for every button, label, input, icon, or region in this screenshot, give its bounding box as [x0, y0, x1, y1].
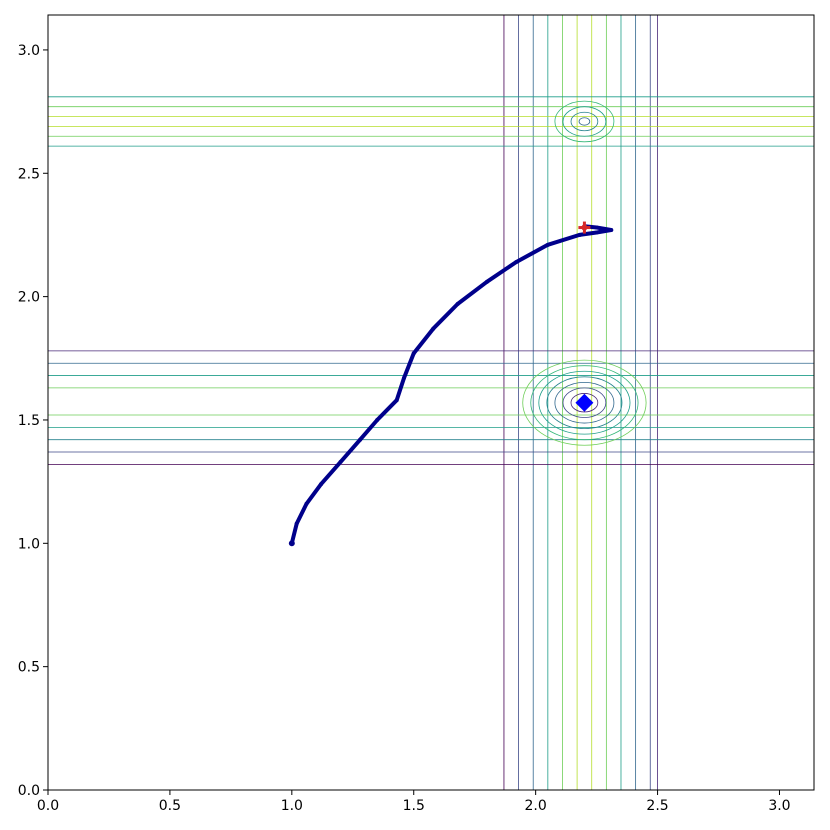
- trajectory-layer: [289, 224, 614, 546]
- trajectory-point: [401, 376, 406, 381]
- trajectory-point: [394, 398, 399, 403]
- axes-frame: [47, 14, 815, 791]
- trajectory-point: [319, 482, 324, 487]
- y-tick-label: 3.0: [18, 43, 40, 59]
- contour-ring: [562, 106, 607, 137]
- contour-ring: [570, 393, 599, 413]
- start-marker: [288, 540, 295, 547]
- contour-ring: [578, 117, 591, 126]
- trajectory-line: [289, 224, 614, 546]
- trajectory-point: [545, 242, 550, 247]
- y-axis: 0.0 0.5 1.0 1.5 2.0 2.5 3.0: [18, 43, 48, 799]
- y-tick-label: 1.5: [18, 413, 40, 429]
- contour-ring: [538, 370, 631, 435]
- contour-ring: [570, 111, 599, 132]
- contour-ring: [546, 376, 623, 429]
- x-tick-label: 0.0: [37, 798, 59, 814]
- contour-ring: [554, 100, 615, 143]
- trajectory-point: [375, 417, 380, 422]
- trajectory-point: [431, 326, 436, 331]
- contour-lines: [48, 15, 814, 790]
- trajectory-point: [358, 437, 363, 442]
- end-plus-marker: [581, 224, 588, 231]
- trajectory-point: [594, 230, 599, 235]
- y-tick-label: 0.5: [18, 660, 40, 676]
- x-tick-label: 2.0: [525, 798, 547, 814]
- trajectory-point: [577, 232, 582, 237]
- trajectory-point: [455, 302, 460, 307]
- trajectory-point: [338, 459, 343, 464]
- contour-ring: [562, 387, 607, 418]
- y-tick-label: 2.0: [18, 290, 40, 306]
- y-tick-label: 0.0: [18, 783, 40, 799]
- trajectory-point: [294, 521, 299, 526]
- trajectory-point: [304, 501, 309, 506]
- x-axis: 0.0 0.5 1.0 1.5 2.0 2.5 3.0: [37, 790, 791, 814]
- trajectory-point: [514, 260, 519, 265]
- x-tick-label: 0.5: [159, 798, 181, 814]
- trajectory-point: [609, 228, 614, 233]
- trajectory-point: [484, 279, 489, 284]
- contour-ring: [522, 359, 647, 446]
- target-diamond-marker: [575, 393, 594, 412]
- x-tick-label: 3.0: [768, 798, 790, 814]
- contour-ring: [530, 365, 639, 441]
- contour-ring: [554, 381, 615, 424]
- y-tick-label: 1.0: [18, 536, 40, 552]
- y-tick-label: 2.5: [18, 166, 40, 182]
- trajectory-point: [411, 351, 416, 356]
- x-tick-label: 1.0: [281, 798, 303, 814]
- x-tick-label: 1.5: [403, 798, 425, 814]
- trajectory-point: [594, 225, 599, 230]
- x-tick-label: 2.5: [646, 798, 668, 814]
- marker-layer: [288, 221, 594, 547]
